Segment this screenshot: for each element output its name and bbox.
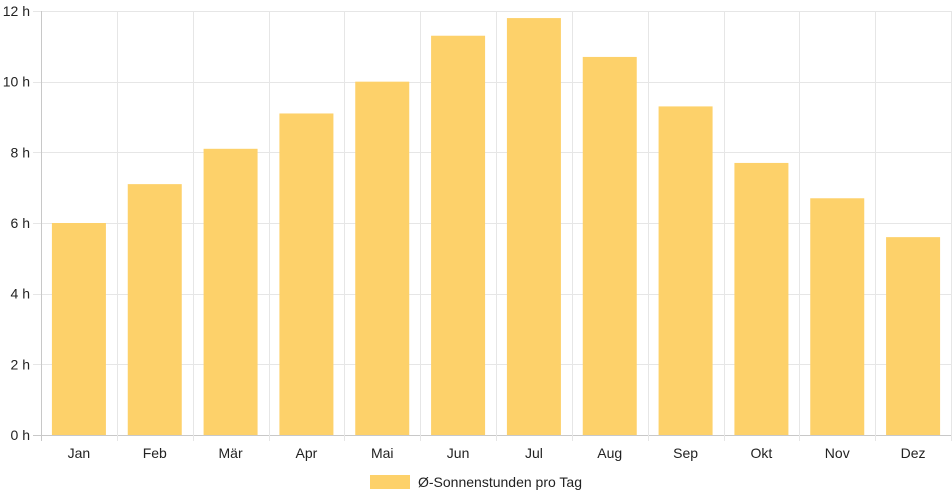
x-tick-label: Apr [296,445,318,461]
x-tick-label: Okt [751,445,773,461]
y-axis-ticks: 0 h 2 h 4 h 6 h 8 h 10 h 12 h [3,3,30,443]
bar[interactable] [203,148,258,436]
bar[interactable] [734,162,789,435]
bar[interactable] [582,56,637,435]
y-tick-label: 6 h [11,215,30,231]
x-axis-ticks: Jan Feb Mär Apr Mai Jun Jul Aug Sep Okt Nov Dez [68,445,926,461]
legend-label: Ø-Sonnenstunden pro Tag [418,474,582,490]
y-tick-label: 10 h [3,74,30,90]
x-tick-label: Jan [68,445,91,461]
grid-lines [33,11,952,441]
bar[interactable] [355,81,410,436]
legend[interactable]: Ø-Sonnenstunden pro Tag [370,474,582,490]
x-tick-label: Aug [597,445,622,461]
x-tick-label: Jul [525,445,543,461]
y-tick-label: 12 h [3,3,30,19]
y-tick-label: 4 h [11,286,30,302]
y-tick-label: 0 h [11,427,30,443]
bar[interactable] [51,223,106,435]
x-tick-label: Mai [371,445,394,461]
x-tick-label: Dez [901,445,926,461]
y-tick-label: 2 h [11,356,30,372]
x-tick-label: Mär [219,445,243,461]
legend-swatch [370,475,410,489]
x-tick-label: Nov [825,445,850,461]
bar[interactable] [431,35,486,435]
bars [51,18,941,436]
bar[interactable] [279,113,334,435]
bar[interactable] [127,184,182,435]
bar[interactable] [506,18,561,436]
bar[interactable] [886,237,941,435]
y-tick-label: 8 h [11,144,30,160]
x-tick-label: Sep [673,445,698,461]
bar[interactable] [658,106,713,436]
bar[interactable] [810,198,865,435]
x-tick-label: Jun [447,445,470,461]
x-tick-label: Feb [143,445,167,461]
